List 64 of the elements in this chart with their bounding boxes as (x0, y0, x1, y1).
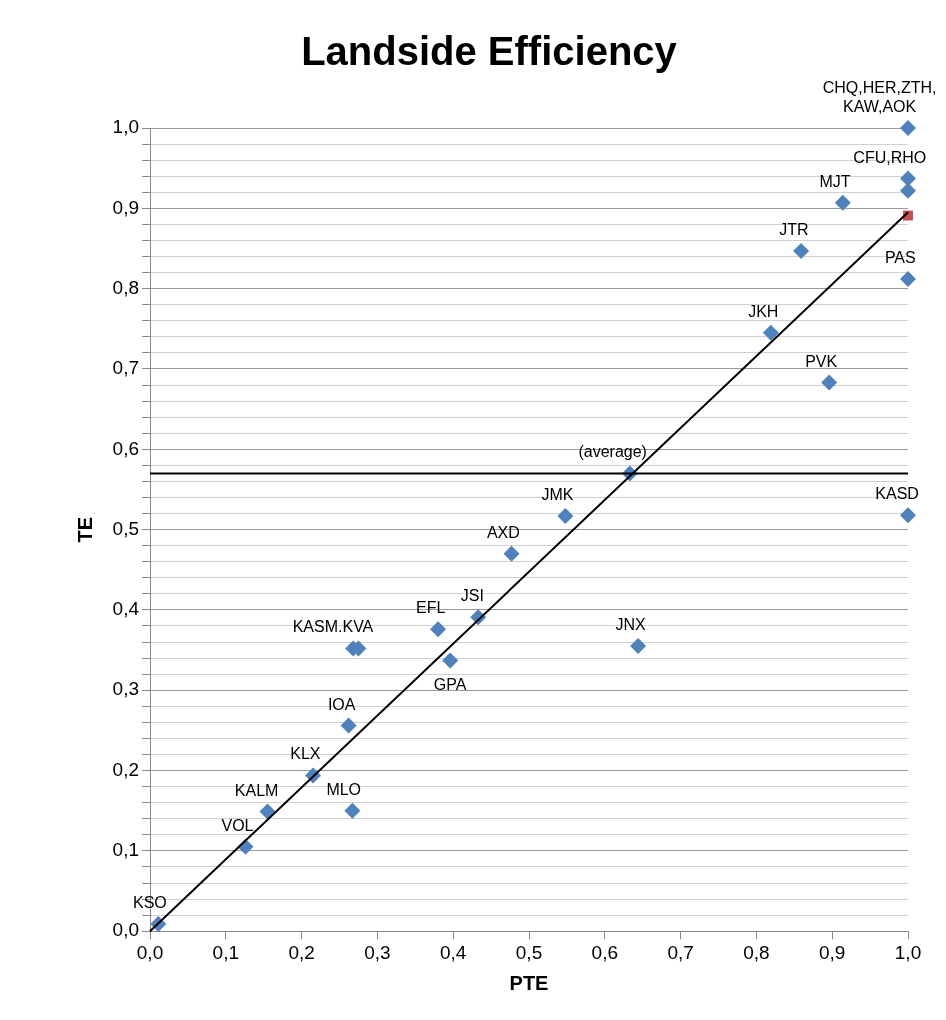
point (259, 803, 276, 820)
y-tick-label: 0,1 (112, 839, 139, 861)
annotation: PAS (884, 249, 916, 266)
point (344, 802, 361, 819)
annotation: KSO (132, 893, 167, 911)
point (503, 545, 520, 562)
chart-title: Landside Efficiency (301, 29, 678, 74)
point (762, 324, 779, 341)
x-tick-label: 0,3 (364, 941, 391, 963)
y-axis-title: TE (73, 516, 96, 543)
annotation: KASM.KVA (292, 618, 374, 636)
y-tick-label: 0,8 (112, 276, 139, 298)
annotation: JTR (779, 220, 809, 238)
x-tick-label: 0,2 (288, 941, 315, 963)
annotation: (average) (578, 443, 647, 461)
y-tick-label: 0,6 (112, 437, 139, 459)
y-tick-label: 0,7 (112, 357, 139, 379)
point (900, 170, 916, 187)
annotation: CHQ,HER,ZTH, KAW,AOK (822, 79, 937, 115)
point (340, 717, 357, 734)
x-tick-label: 1,0 (894, 941, 922, 963)
y-tick-label: 0,2 (112, 758, 139, 780)
annotation: MJT (819, 172, 851, 190)
point (630, 638, 647, 655)
y-tick-label: 0,0 (112, 919, 139, 941)
x-tick-label: 0,4 (439, 941, 467, 963)
annotation: JNX (615, 616, 647, 634)
annotation: KALM (234, 781, 279, 799)
x-tick-label: 0,8 (743, 941, 770, 963)
annotation: JKH (748, 302, 779, 320)
x-tick-label: 0,9 (818, 941, 846, 963)
point (834, 194, 851, 211)
x-axis-title: PTE (509, 971, 549, 994)
point (557, 507, 574, 524)
point (900, 271, 916, 287)
x-tick-label: 0,6 (591, 941, 619, 963)
point (900, 507, 916, 524)
annotation: MLO (326, 780, 362, 798)
annotation: JSI (460, 587, 484, 605)
annotation: JMK (541, 485, 574, 503)
annotation: AXD (486, 523, 520, 541)
point (442, 652, 459, 669)
y-tick-label: 1,0 (112, 116, 139, 138)
x-tick-label: 0,0 (136, 941, 164, 963)
x-tick-label: 0,1 (212, 941, 240, 963)
x-tick-label: 0,7 (667, 941, 694, 963)
point (900, 182, 916, 199)
y-tick-label: 0,4 (112, 598, 140, 620)
annotation: KLX (290, 745, 321, 763)
y-tick-label: 0,3 (112, 678, 139, 700)
y-tick-label: 0,5 (112, 517, 139, 539)
point (900, 120, 916, 136)
x-tick-label: 0,5 (515, 941, 543, 963)
annotation: PVK (805, 352, 838, 370)
annotation: KASD (875, 485, 919, 503)
annotation: VOL (221, 816, 254, 834)
point (821, 374, 838, 391)
annotation: EFL (416, 599, 446, 617)
y-tick-label: 0,9 (112, 196, 139, 218)
annotation: CFU,RHO (853, 148, 927, 166)
point (793, 242, 810, 259)
annotation: IOA (327, 695, 356, 713)
annotation: GPA (433, 675, 467, 693)
point (430, 621, 447, 638)
